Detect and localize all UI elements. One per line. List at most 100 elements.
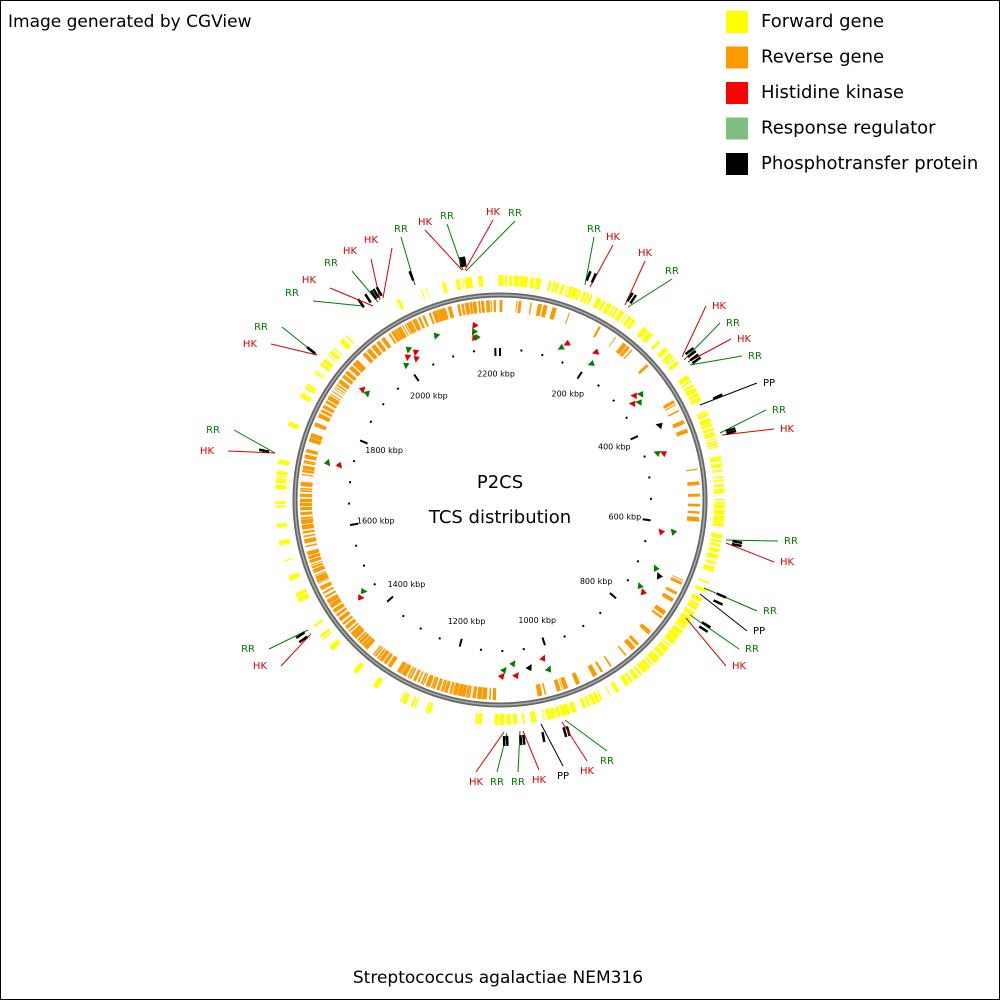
gene xyxy=(326,593,340,604)
feature-marker xyxy=(471,328,479,336)
feature-marker xyxy=(323,458,331,467)
gene xyxy=(697,412,709,420)
gene xyxy=(428,312,435,325)
gene xyxy=(436,309,443,322)
ruler-tick xyxy=(597,384,600,387)
gene xyxy=(636,326,648,339)
gene-rings xyxy=(275,275,725,725)
gene xyxy=(300,487,313,490)
ruler-tick xyxy=(541,637,546,646)
feature-label: RR xyxy=(772,405,786,416)
gene xyxy=(345,370,357,382)
feature-marker xyxy=(497,672,505,680)
gene xyxy=(300,511,313,516)
feature-leader xyxy=(382,247,393,299)
gene xyxy=(404,323,412,335)
feature-tick xyxy=(375,286,383,297)
gene xyxy=(304,454,317,461)
gene xyxy=(552,707,557,719)
gene xyxy=(615,342,627,355)
gene xyxy=(569,287,579,300)
feature-tick xyxy=(712,393,723,400)
feature-label: HK xyxy=(343,246,358,257)
gene xyxy=(358,633,370,644)
gene xyxy=(554,282,560,294)
feature-leader xyxy=(681,305,707,358)
gene xyxy=(420,289,426,300)
gene xyxy=(664,355,674,365)
gene xyxy=(675,428,689,437)
gene xyxy=(465,685,471,698)
gene xyxy=(366,348,378,360)
feature-label: PP xyxy=(557,771,569,782)
gene xyxy=(564,285,569,297)
gene xyxy=(712,475,724,479)
gene xyxy=(422,314,429,327)
gene xyxy=(472,686,478,699)
legend-label: Phosphotransfer protein xyxy=(761,153,978,174)
gene xyxy=(456,304,463,317)
gene xyxy=(529,711,533,723)
legend-label: Reverse gene xyxy=(761,47,884,68)
ruler-tick xyxy=(401,614,405,618)
gene xyxy=(310,560,323,566)
feature-marker xyxy=(403,362,410,370)
feature-tick xyxy=(295,631,306,639)
feature-marker xyxy=(433,332,441,340)
feature-label: RR xyxy=(508,208,522,219)
gene xyxy=(315,571,328,580)
gene xyxy=(301,523,315,530)
ruler-label: 2000 kbp xyxy=(410,391,448,400)
feature-leader xyxy=(689,355,743,366)
feature-tick xyxy=(541,731,546,743)
header-title: Image generated by CGView xyxy=(8,12,252,32)
feature-label: HK xyxy=(253,661,268,672)
gene xyxy=(508,275,513,287)
gene xyxy=(313,619,324,628)
gene xyxy=(300,516,313,520)
gene xyxy=(549,307,557,320)
gene xyxy=(322,404,335,414)
gene xyxy=(685,468,698,472)
feature-marker xyxy=(670,528,678,536)
gene xyxy=(447,306,455,319)
feature-leader xyxy=(465,220,516,272)
gene xyxy=(707,445,719,450)
gene xyxy=(302,529,315,534)
gene xyxy=(306,383,317,392)
gene xyxy=(353,627,365,639)
gene xyxy=(656,346,669,358)
gene xyxy=(661,352,673,363)
gene xyxy=(546,280,552,292)
feature-leader xyxy=(719,409,767,434)
gene xyxy=(666,358,676,367)
gene xyxy=(498,275,504,287)
gene xyxy=(699,417,712,427)
gene xyxy=(474,712,478,724)
gene xyxy=(619,345,630,358)
gene xyxy=(481,687,488,700)
gene xyxy=(306,548,320,556)
gene xyxy=(372,645,382,656)
gene xyxy=(651,609,663,619)
feature-tick xyxy=(522,734,526,745)
gene xyxy=(579,291,587,303)
gene xyxy=(467,302,471,315)
feature-tick xyxy=(519,735,523,746)
feature-leader xyxy=(725,542,775,563)
gene xyxy=(499,713,505,725)
gene xyxy=(604,686,612,697)
ruler-tick xyxy=(352,459,356,463)
gene xyxy=(309,556,322,564)
feature-label: HK xyxy=(364,235,379,246)
gene xyxy=(667,410,680,417)
gene xyxy=(396,298,405,311)
gene xyxy=(485,300,491,313)
ruler-tick xyxy=(636,560,640,563)
gene xyxy=(477,712,483,725)
feature-marker xyxy=(404,354,412,362)
feature-tick xyxy=(364,293,372,304)
gene xyxy=(275,484,287,490)
feature-marker xyxy=(512,671,519,680)
gene xyxy=(636,661,648,674)
